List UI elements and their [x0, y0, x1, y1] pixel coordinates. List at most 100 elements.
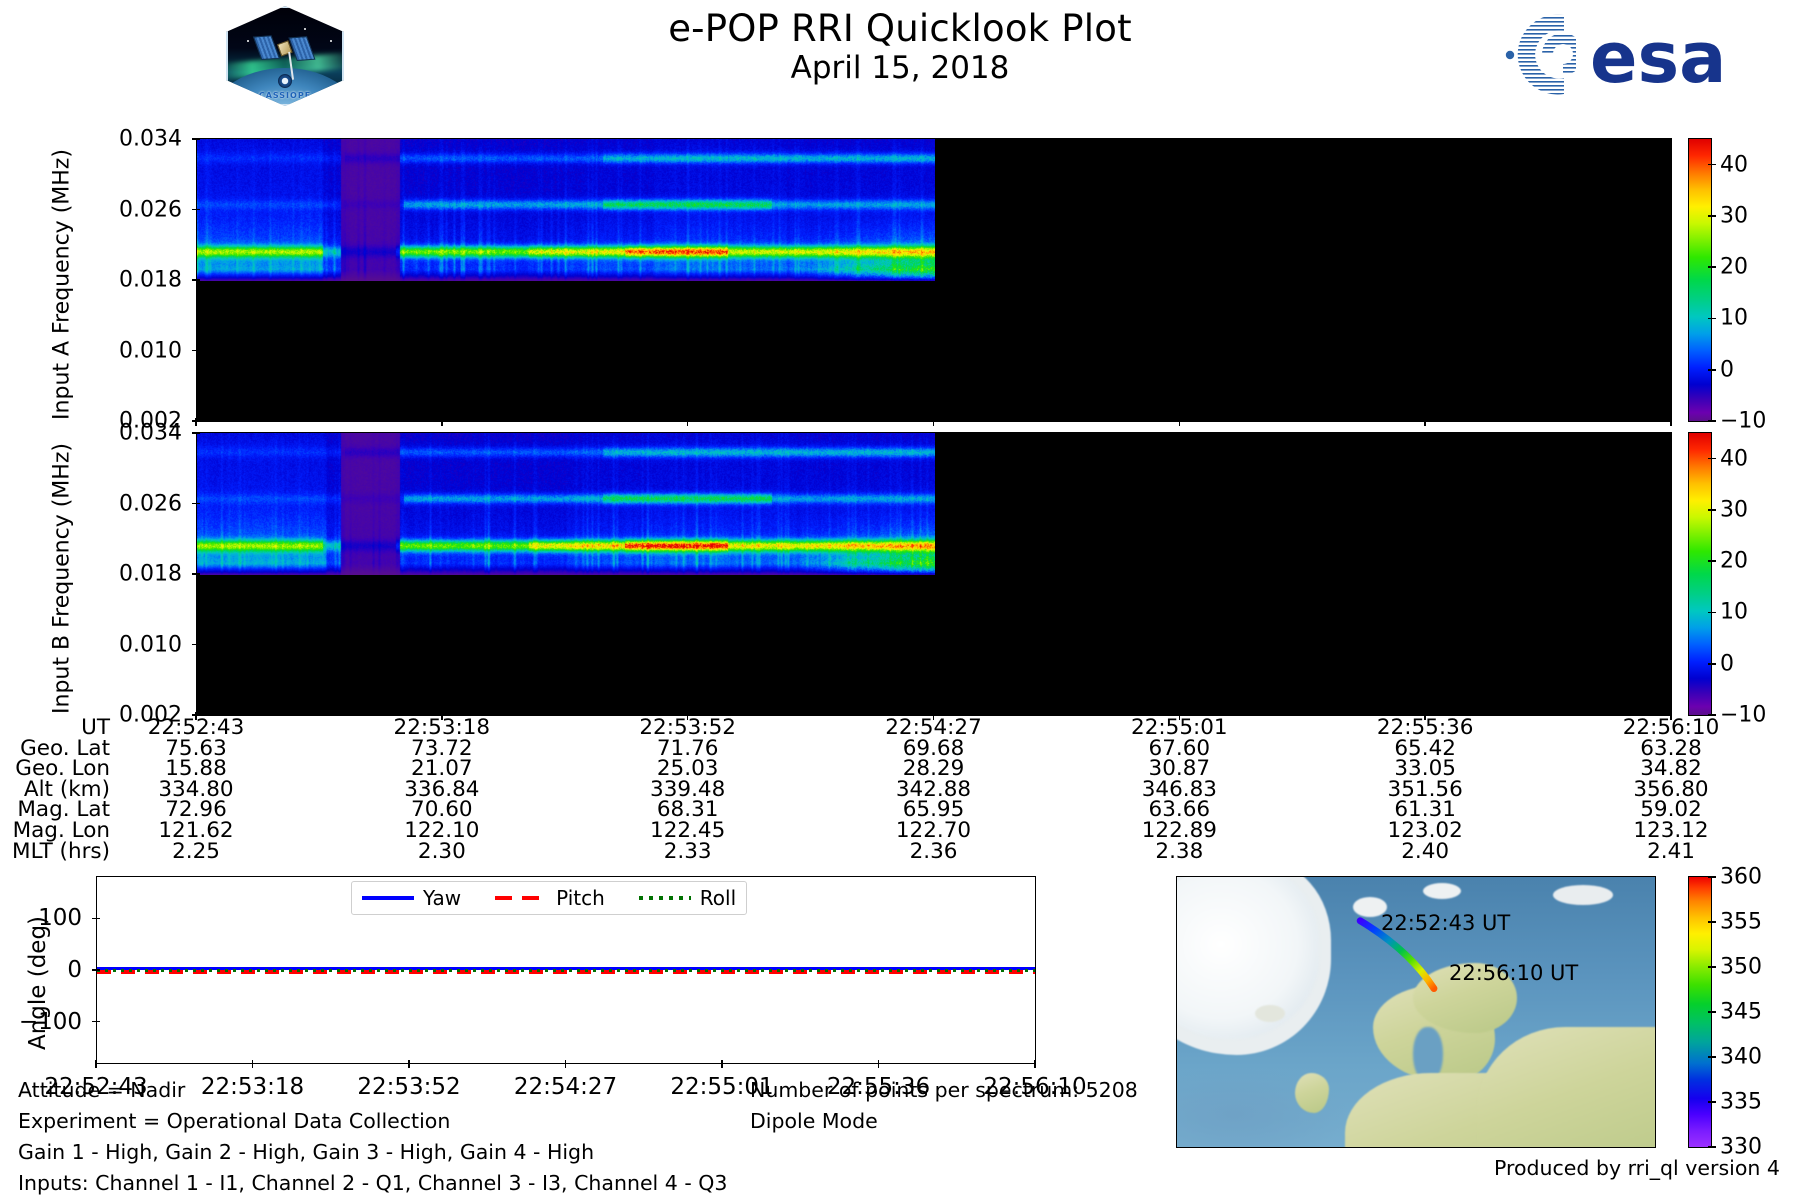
colorbar-b [1688, 432, 1712, 716]
coordinate-table-cell: 73.72 [411, 735, 473, 761]
coordinate-table-cell: 75.63 [165, 735, 227, 761]
attitude-x-tick-label: 22:54:27 [513, 1074, 618, 1100]
x-tick-mark [1670, 418, 1672, 426]
legend-swatch-pitch-icon [495, 889, 548, 907]
colorbar-tick-label: 20 [1720, 254, 1748, 280]
colorbar-tick-label: 40 [1720, 152, 1748, 178]
coordinate-table-cell: 123.12 [1633, 817, 1709, 843]
map-start-annotation: 22:52:43 UT [1381, 911, 1511, 935]
coordinate-table-cell: 356.80 [1633, 776, 1709, 802]
coordinate-table-cell: 2.25 [172, 838, 220, 864]
footer-line: Number of points per spectrum: 5208 [750, 1078, 1138, 1102]
x-tick-mark [686, 712, 689, 720]
attitude-y-tick-mark [92, 969, 100, 971]
coordinate-table-cell: 63.66 [1148, 797, 1211, 823]
coordinate-table-cell: 22:52:43 [147, 715, 245, 740]
coordinate-table-row: Mag. Lat 72.96 70.60 68.31 65.95 63.66 61.31 59… [0, 797, 1800, 823]
esa-logo: esa [1478, 8, 1778, 100]
colorbar-tick-label: 40 [1720, 446, 1748, 472]
attitude-plot: Yaw Pitch Roll [96, 876, 1036, 1064]
x-tick-mark [1178, 418, 1181, 426]
spectrogram-b-image [197, 433, 935, 575]
x-tick-mark [441, 418, 443, 426]
colorbar-tick-mark [1708, 420, 1716, 422]
coordinate-table-cell: 2.30 [417, 838, 466, 864]
footer-line: Experiment = Operational Data Collection [18, 1109, 451, 1133]
coordinate-table-cell: 22:53:18 [393, 715, 491, 740]
attitude-y-tick-mark [92, 917, 100, 920]
colorbar-tick-mark [1708, 921, 1716, 923]
colorbar-tick-label: 10 [1720, 599, 1748, 625]
spectrogram-a-image [197, 139, 935, 281]
coordinate-row-label: Geo. Lat [20, 735, 110, 761]
footer-line: Attitude = Nadir [18, 1078, 186, 1102]
attitude-x-tick-mark [251, 1060, 254, 1068]
colorbar-tick-mark [1708, 611, 1716, 614]
coordinate-table-cell: 336.84 [404, 776, 480, 802]
attitude-x-tick-label: 22:52:43 [44, 1074, 148, 1100]
legend-item-roll: Roll [638, 886, 736, 910]
track-path [1356, 917, 1438, 993]
colorbar-tick-mark [1708, 1056, 1716, 1058]
colorbar-tick-mark [1708, 560, 1716, 562]
coordinate-table-cell: 70.60 [411, 797, 473, 823]
y-tick-label: 0.010 [119, 338, 182, 363]
map-novaya-zemlya [1553, 885, 1613, 905]
legend-label-yaw: Yaw [423, 886, 462, 910]
attitude-x-tick-label: 22:55:36 [826, 1074, 931, 1100]
coordinate-table-cell: 28.29 [902, 756, 965, 782]
coordinate-table-cell: 63.28 [1640, 735, 1702, 761]
attitude-x-tick-label: 22:53:52 [357, 1074, 461, 1100]
x-tick-mark [1424, 712, 1426, 720]
coordinate-table-cell: 2.41 [1647, 838, 1695, 864]
coordinate-row-label: Mag. Lat [17, 797, 110, 823]
colorbar-tick-mark [1708, 457, 1716, 460]
coordinate-table-cell: 22:56:10 [1622, 715, 1720, 740]
coordinate-table-cell: 339.48 [650, 776, 726, 802]
y-tick-mark [192, 502, 200, 505]
map-kola [1413, 963, 1517, 1033]
coordinate-table-cell: 67.60 [1148, 735, 1211, 761]
x-tick-mark [195, 418, 197, 426]
footer-line: Inputs: Channel 1 - I1, Channel 2 - Q1, … [18, 1171, 728, 1195]
coordinate-table-cell: 61.31 [1394, 797, 1456, 823]
coordinate-table-cell: 2.40 [1401, 838, 1450, 864]
coordinate-table-row: UT 22:52:43 22:53:18 22:53:52 22:54:27 22:55:… [0, 715, 1800, 740]
coordinate-table-cell: 65.95 [902, 797, 965, 823]
coordinate-table-cell: 122.10 [404, 817, 480, 843]
coordinate-row-label: MLT (hrs) [12, 838, 110, 864]
colorbar-tick-label: 30 [1720, 497, 1748, 523]
y-tick-label: 0.018 [119, 267, 182, 293]
colorbar-tick-label: −10 [1720, 408, 1767, 434]
attitude-y-tick-label: −100 [18, 1008, 82, 1035]
coordinate-table-cell: 71.76 [656, 735, 719, 761]
esa-logo-svg: esa [1505, 14, 1726, 99]
patch-label: CASSIOPE [258, 91, 312, 100]
colorbar-tick-label: 20 [1720, 548, 1748, 574]
colorbar-tick-mark [1708, 662, 1716, 665]
coordinate-table-cell: 65.42 [1394, 735, 1456, 761]
coordinate-table-cell: 2.33 [663, 838, 712, 864]
coordinate-table-cell: 72.96 [165, 797, 227, 823]
coordinate-table-cell: 121.62 [158, 817, 234, 843]
coordinate-table-cell: 2.38 [1155, 838, 1204, 864]
patch-emblem-icon [278, 74, 292, 88]
y-tick-label: 0.026 [119, 197, 182, 222]
y-tick-label: 0.034 [119, 126, 182, 152]
colorbar-tick-label: 340 [1720, 1044, 1762, 1070]
coordinate-table-cell: 68.31 [656, 797, 719, 823]
colorbar-tick-mark [1708, 876, 1716, 878]
attitude-y-tick-mark [92, 1020, 100, 1023]
coordinate-table-cell: 22:55:01 [1131, 715, 1228, 740]
coordinate-table-cell: 25.03 [656, 756, 719, 782]
y-tick-mark [192, 573, 200, 575]
attitude-ylabel: Angle (deg) [25, 915, 51, 1051]
attitude-x-tick-label: 22:56:10 [983, 1074, 1087, 1100]
x-tick-mark [1178, 712, 1181, 720]
colorbar-tick-label: 30 [1720, 203, 1748, 229]
map-svalbard [1353, 897, 1387, 917]
colorbar-altitude-gradient [1689, 877, 1711, 1147]
coordinate-table-cell: 122.45 [650, 817, 726, 843]
colorbar-tick-mark [1708, 266, 1716, 268]
footer-line: Dipole Mode [750, 1109, 878, 1133]
